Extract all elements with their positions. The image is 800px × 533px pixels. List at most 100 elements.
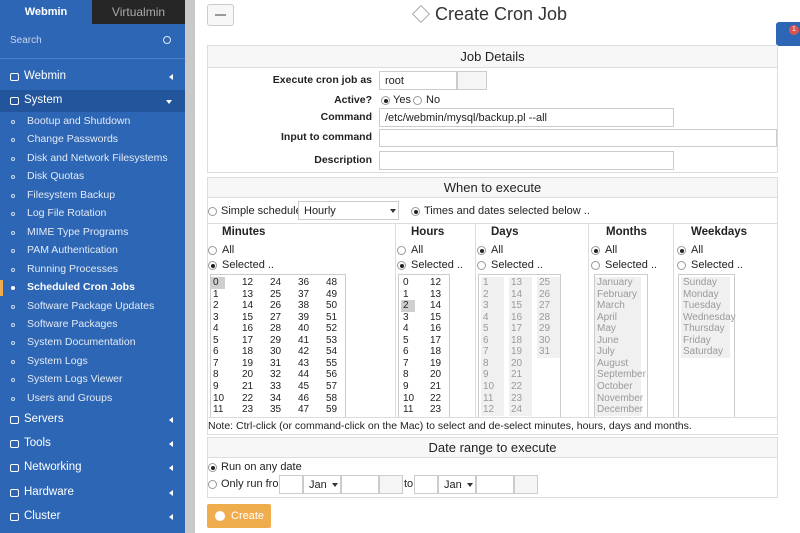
list-option[interactable]: 48 xyxy=(326,277,338,288)
list-option[interactable]: 12 xyxy=(242,277,254,288)
submenu-item[interactable]: System Documentation xyxy=(27,336,136,349)
list-option[interactable]: 34 xyxy=(270,392,282,404)
radio[interactable] xyxy=(411,207,420,216)
list-option[interactable]: 0 xyxy=(213,277,219,288)
list-option[interactable]: 23 xyxy=(430,404,442,416)
list-option[interactable]: 53 xyxy=(326,334,338,346)
tab[interactable]: Virtualmin xyxy=(92,0,185,24)
list-option[interactable]: 3 xyxy=(213,311,219,323)
list-option[interactable]: 13 xyxy=(430,288,442,300)
list-option[interactable]: 10 xyxy=(403,392,415,404)
radio[interactable] xyxy=(677,246,686,255)
radio[interactable] xyxy=(397,246,406,255)
submenu-item[interactable]: Change Passwords xyxy=(27,133,119,146)
list-option[interactable]: 39 xyxy=(298,311,310,323)
list-option[interactable]: 28 xyxy=(270,323,282,335)
list-option[interactable]: 49 xyxy=(326,288,338,300)
list-option[interactable]: 25 xyxy=(270,288,282,300)
list-option[interactable]: 18 xyxy=(242,346,254,358)
list-option[interactable]: 19 xyxy=(242,357,254,369)
list-option[interactable]: 7 xyxy=(213,357,219,369)
menu-item[interactable]: Tools xyxy=(24,437,51,450)
list-option[interactable]: 4 xyxy=(213,323,219,335)
submenu-item[interactable]: Disk and Network Filesystems xyxy=(27,151,168,164)
list-option[interactable]: 55 xyxy=(326,357,338,369)
menu-item[interactable]: Webmin xyxy=(24,70,66,82)
user-input[interactable]: root xyxy=(379,71,457,90)
calendar-button[interactable] xyxy=(379,475,403,494)
list-option[interactable]: 15 xyxy=(430,311,442,323)
select[interactable]: Hourly xyxy=(298,201,399,220)
list-option[interactable]: 4 xyxy=(403,323,409,335)
description-input[interactable] xyxy=(379,151,674,170)
submenu-item[interactable]: Running Processes xyxy=(27,262,119,275)
month-select[interactable]: Jan xyxy=(438,475,476,494)
list-option[interactable]: 21 xyxy=(242,380,254,392)
search[interactable]: Search xyxy=(10,35,42,46)
list-option[interactable]: 52 xyxy=(326,323,338,335)
list-option[interactable]: 44 xyxy=(298,369,310,381)
submenu-item[interactable]: Disk Quotas xyxy=(27,170,85,183)
list-option[interactable]: 12 xyxy=(430,277,442,288)
list-option[interactable]: 20 xyxy=(242,369,254,381)
submenu-item[interactable]: System Logs xyxy=(27,354,88,367)
list-option[interactable]: 57 xyxy=(326,380,338,392)
radio[interactable] xyxy=(591,246,600,255)
list-option[interactable]: 16 xyxy=(430,323,442,335)
list-option[interactable]: 58 xyxy=(326,392,338,404)
list-option[interactable]: 5 xyxy=(213,334,219,346)
radio[interactable] xyxy=(208,480,217,489)
list-option[interactable]: 22 xyxy=(242,392,254,404)
menu-item[interactable]: Servers xyxy=(24,413,64,425)
list-option[interactable]: 42 xyxy=(298,346,310,358)
list-option[interactable]: 8 xyxy=(213,369,219,381)
menu-item[interactable]: System xyxy=(24,94,63,106)
radio[interactable] xyxy=(208,261,217,270)
list-option[interactable]: 47 xyxy=(298,404,310,416)
list-option[interactable]: 8 xyxy=(403,369,409,381)
radio[interactable] xyxy=(477,261,486,270)
day-input[interactable] xyxy=(414,475,438,494)
list-option[interactable]: 0 xyxy=(403,277,409,288)
list-option[interactable]: 31 xyxy=(270,357,282,369)
list-option[interactable]: 5 xyxy=(403,334,409,346)
calendar-button[interactable] xyxy=(514,475,538,494)
list-option[interactable]: 51 xyxy=(326,311,338,323)
submenu-item[interactable]: System Logs Viewer xyxy=(27,373,123,386)
radio[interactable] xyxy=(208,246,217,255)
command-input[interactable]: /etc/webmin/mysql/backup.pl --all xyxy=(379,108,674,127)
menu-item[interactable]: Cluster xyxy=(24,509,61,522)
month-select[interactable]: Jan xyxy=(303,475,341,494)
list-option[interactable]: 21 xyxy=(430,380,442,392)
submenu-item[interactable]: Filesystem Backup xyxy=(27,188,116,201)
list-option[interactable]: 14 xyxy=(242,300,254,312)
list-option[interactable]: 24 xyxy=(270,277,282,288)
list-option[interactable]: 30 xyxy=(270,346,282,358)
list-option[interactable]: 36 xyxy=(298,277,310,288)
list-option[interactable]: 26 xyxy=(270,300,282,312)
tab[interactable]: Webmin xyxy=(0,0,92,24)
list-option[interactable]: 1 xyxy=(403,288,409,300)
user-button[interactable] xyxy=(457,71,487,90)
list-option[interactable]: 9 xyxy=(213,380,219,392)
list-option[interactable]: 40 xyxy=(298,323,310,335)
list-option[interactable]: 17 xyxy=(242,334,254,346)
list-option[interactable]: 27 xyxy=(270,311,282,323)
submenu-item[interactable]: Software Package Updates xyxy=(27,299,155,312)
submenu-item[interactable]: MIME Type Programs xyxy=(27,225,129,238)
list-option[interactable]: 11 xyxy=(213,404,224,416)
radio[interactable] xyxy=(208,463,217,472)
list-option[interactable]: 9 xyxy=(403,380,409,392)
list-option[interactable]: 43 xyxy=(298,357,310,369)
list-option[interactable]: 23 xyxy=(242,404,254,416)
radio[interactable] xyxy=(381,96,390,105)
submenu-item[interactable]: Bootup and Shutdown xyxy=(27,115,131,127)
menu-item[interactable]: Hardware xyxy=(24,485,74,498)
year-input[interactable] xyxy=(341,475,379,494)
radio[interactable] xyxy=(591,261,600,270)
list-option[interactable]: 13 xyxy=(242,288,254,300)
list-option[interactable]: 50 xyxy=(326,300,338,312)
radio[interactable] xyxy=(677,261,686,270)
submenu-item[interactable]: Users and Groups xyxy=(27,391,113,404)
list-option[interactable]: 32 xyxy=(270,369,282,381)
